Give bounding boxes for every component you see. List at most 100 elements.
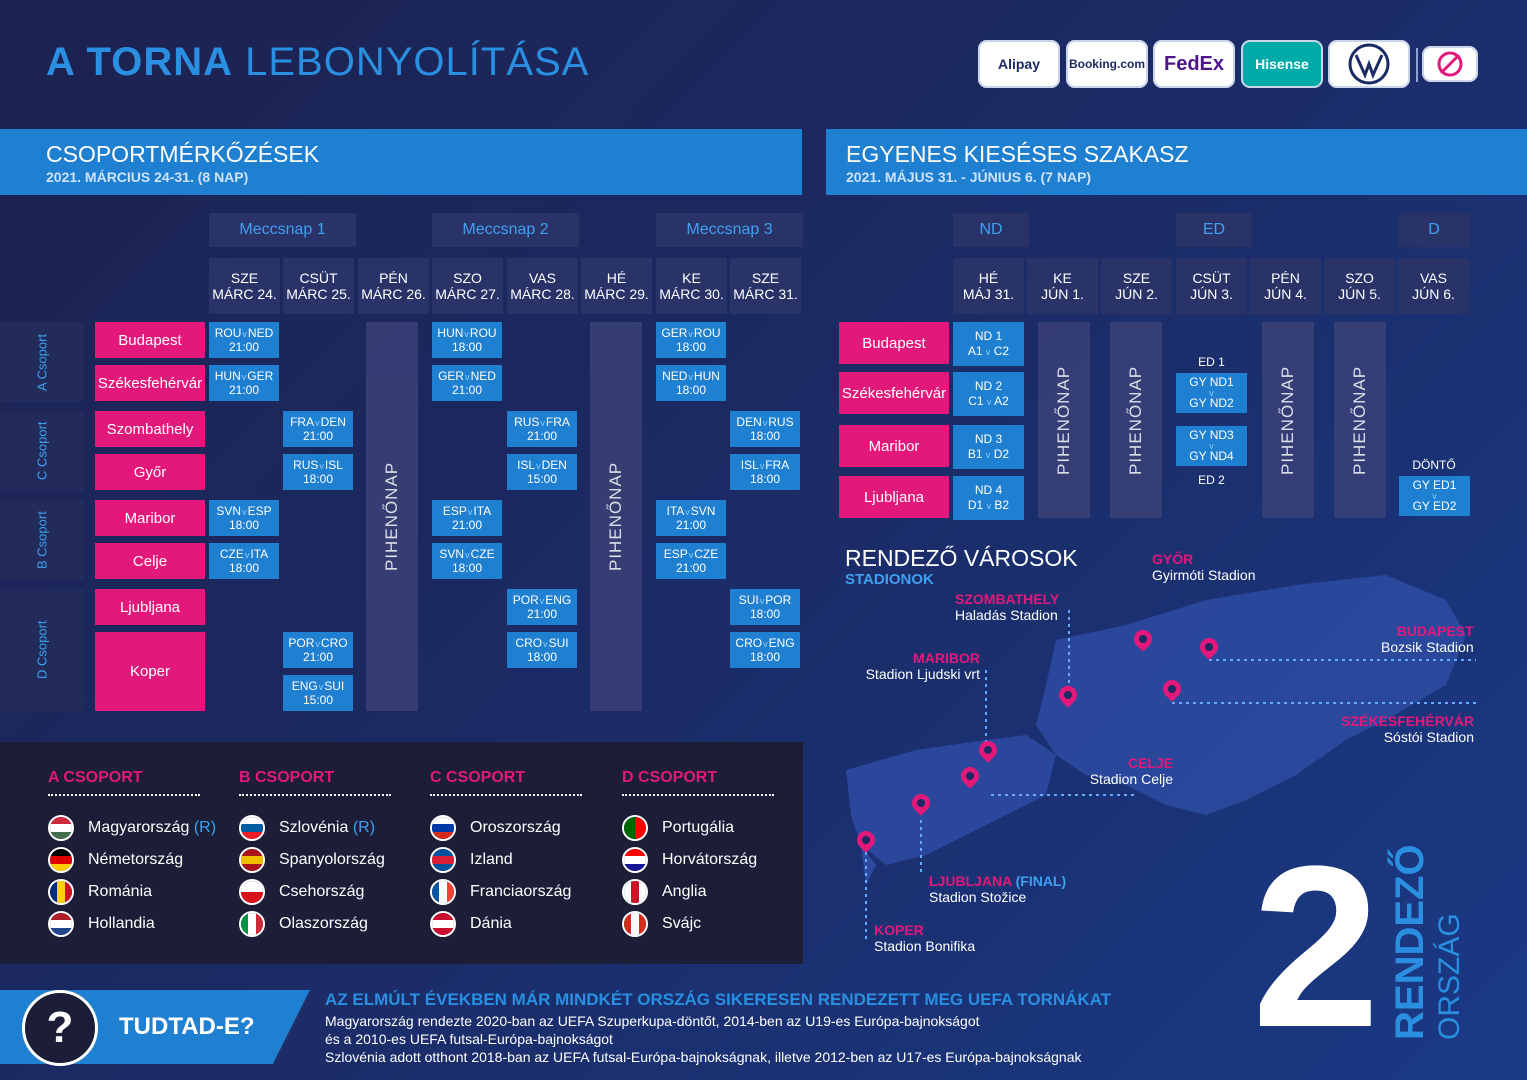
legend-team: Svájc — [622, 908, 706, 940]
legend-team: Anglia — [622, 876, 711, 908]
legend-team: Olaszország — [239, 908, 372, 940]
venue-ljubljana: LJUBLJANA (FINAL) Stadion Stožice — [929, 873, 1067, 905]
legend-group-heading: A CSOPORT — [48, 769, 143, 786]
flag-icon — [48, 911, 74, 937]
legend-group-heading: C CSOPORT — [430, 769, 526, 786]
day-header: VAS MÁRC 28. — [507, 258, 578, 314]
venue-budapest: BUDAPEST Bozsik Stadion — [1381, 623, 1474, 655]
match-box: ROUvNED 21:00 — [209, 322, 279, 358]
rest-day: PIHENŐNAP — [1110, 322, 1162, 518]
flag-icon — [622, 847, 648, 873]
flag-icon — [622, 815, 648, 841]
day-header: SZE JÚN 2. — [1101, 258, 1172, 314]
venue-szekesfehervar: SZÉKESFEHÉRVÁR Sóstói Stadion — [1341, 713, 1474, 745]
teams-legend — [0, 742, 803, 964]
page-title: A TORNA LEBONYOLÍTÁSA — [46, 40, 590, 84]
ko-city-ljubljana: Ljubljana — [839, 476, 949, 518]
legend-team: Franciaország — [430, 876, 576, 908]
legend-team: Szlovénia (R) — [239, 812, 375, 844]
match-box: PORvENG 21:00 — [507, 589, 577, 625]
rest-day: PIHENŐNAP — [590, 322, 642, 711]
legend-team: Horvátország — [622, 844, 762, 876]
venue-celje: CELJE Stadion Celje — [1089, 755, 1173, 787]
day-header: KE JÚN 1. — [1027, 258, 1098, 314]
flag-icon — [239, 815, 265, 841]
legend-team: Izland — [430, 844, 517, 876]
city-gyor: Győr — [95, 454, 205, 490]
sponsor-hisense[interactable]: Hisense — [1241, 40, 1323, 88]
legend-team: Portugália — [622, 812, 739, 844]
legend-team: Románia — [48, 876, 156, 908]
round-sf: ED — [1176, 213, 1252, 247]
matchday-2: Meccsnap 2 — [432, 213, 579, 247]
sf-label: ED 1 — [1198, 355, 1225, 369]
sf-label: ED 2 — [1198, 473, 1225, 487]
venues-heading: RENDEZŐ VÁROSOK — [845, 545, 1078, 571]
matchday-1: Meccsnap 1 — [209, 213, 356, 247]
sponsor-booking[interactable]: Booking.com — [1066, 40, 1148, 88]
match-box: RUSvFRA 21:00 — [507, 411, 577, 447]
rest-day: PIHENŐNAP — [366, 322, 418, 711]
city-maribor: Maribor — [95, 500, 205, 536]
legend-team: Németország — [48, 844, 188, 876]
city-szekesfehervar: Székesfehérvár — [95, 365, 205, 401]
ko-city-maribor: Maribor — [839, 425, 949, 467]
match-box: ESPvCZE 21:00 — [656, 543, 726, 579]
flag-icon — [622, 879, 648, 905]
venue-koper: KOPER Stadion Bonifika — [874, 922, 976, 954]
match-box: CZEvITA 18:00 — [209, 543, 279, 579]
rest-day: PIHENŐNAP — [1334, 322, 1386, 518]
legend-group-heading: B CSOPORT — [239, 769, 335, 786]
city-ljubljana: Ljubljana — [95, 589, 205, 625]
sponsor-alipay[interactable]: Alipay — [978, 40, 1060, 88]
day-header: VAS JÚN 6. — [1398, 258, 1469, 314]
match-box: RUSvISL 18:00 — [283, 454, 353, 490]
flag-icon — [622, 911, 648, 937]
day-header: HÉ MÁJ 31. — [953, 258, 1024, 314]
sf-match: GY ND3 v GY ND4 — [1176, 426, 1247, 466]
match-box: HUNvGER 21:00 — [209, 365, 279, 401]
day-header: PÉN JÚN 4. — [1250, 258, 1321, 314]
match-box: ISLvFRA 18:00 — [730, 454, 800, 490]
venues-sub: STADIONOK — [845, 571, 934, 588]
match-box: ENGvSUI 15:00 — [283, 675, 353, 711]
legend-group-heading: D CSOPORT — [622, 769, 718, 786]
flag-icon — [239, 911, 265, 937]
flag-icon — [430, 847, 456, 873]
did-you-know-heading: AZ ELMÚLT ÉVEKBEN MÁR MINDKÉT ORSZÁG SIK… — [325, 990, 1112, 1009]
match-box: SVNvESP 18:00 — [209, 500, 279, 536]
round-qf: ND — [953, 213, 1029, 247]
venue-szombathely: SZOMBATHELY Haladás Stadion — [955, 591, 1060, 623]
question-icon: ? — [22, 990, 98, 1066]
day-header: SZE MÁRC 31. — [730, 258, 801, 314]
legend-team: Hollandia — [48, 908, 159, 940]
group-label-d: D Csoport — [0, 589, 84, 711]
day-header: KE MÁRC 30. — [656, 258, 727, 314]
match-box: ESPvITA 21:00 — [432, 500, 502, 536]
legend-divider — [430, 794, 582, 796]
group-label-c: C Csoport — [0, 411, 84, 491]
group-stage-header: CSOPORTMÉRKŐZÉSEK 2021. MÁRCIUS 24-31. (… — [0, 129, 802, 195]
sponsor-m4sport[interactable] — [1422, 46, 1478, 82]
city-szombathely: Szombathely — [95, 411, 205, 447]
round-final: D — [1398, 213, 1470, 247]
sponsor-fedex[interactable]: FedEx — [1153, 40, 1235, 88]
sponsor-divider — [1416, 48, 1418, 82]
qf-match: ND 2 C1 v A2 — [953, 372, 1024, 416]
sf-match: GY ND1 v GY ND2 — [1176, 373, 1247, 413]
flag-icon — [48, 847, 74, 873]
match-box: HUNvROU 18:00 — [432, 322, 502, 358]
sponsor-vw[interactable] — [1328, 40, 1410, 88]
final-label: DÖNTŐ — [1412, 458, 1456, 472]
match-box: GERvNED 21:00 — [432, 365, 502, 401]
match-box: SUIvPOR 18:00 — [730, 589, 800, 625]
vw-logo-icon — [1348, 43, 1390, 85]
ko-city-budapest: Budapest — [839, 322, 949, 364]
legend-team: Spanyolország — [239, 844, 389, 876]
match-box: ISLvDEN 15:00 — [507, 454, 577, 490]
ko-city-szekesfehervar: Székesfehérvár — [839, 372, 949, 414]
day-header: SZO MÁRC 27. — [432, 258, 503, 314]
day-header: SZO JÚN 5. — [1324, 258, 1395, 314]
flag-icon — [239, 847, 265, 873]
knockout-header: EGYENES KIESÉSES SZAKASZ 2021. MÁJUS 31.… — [826, 129, 1527, 195]
